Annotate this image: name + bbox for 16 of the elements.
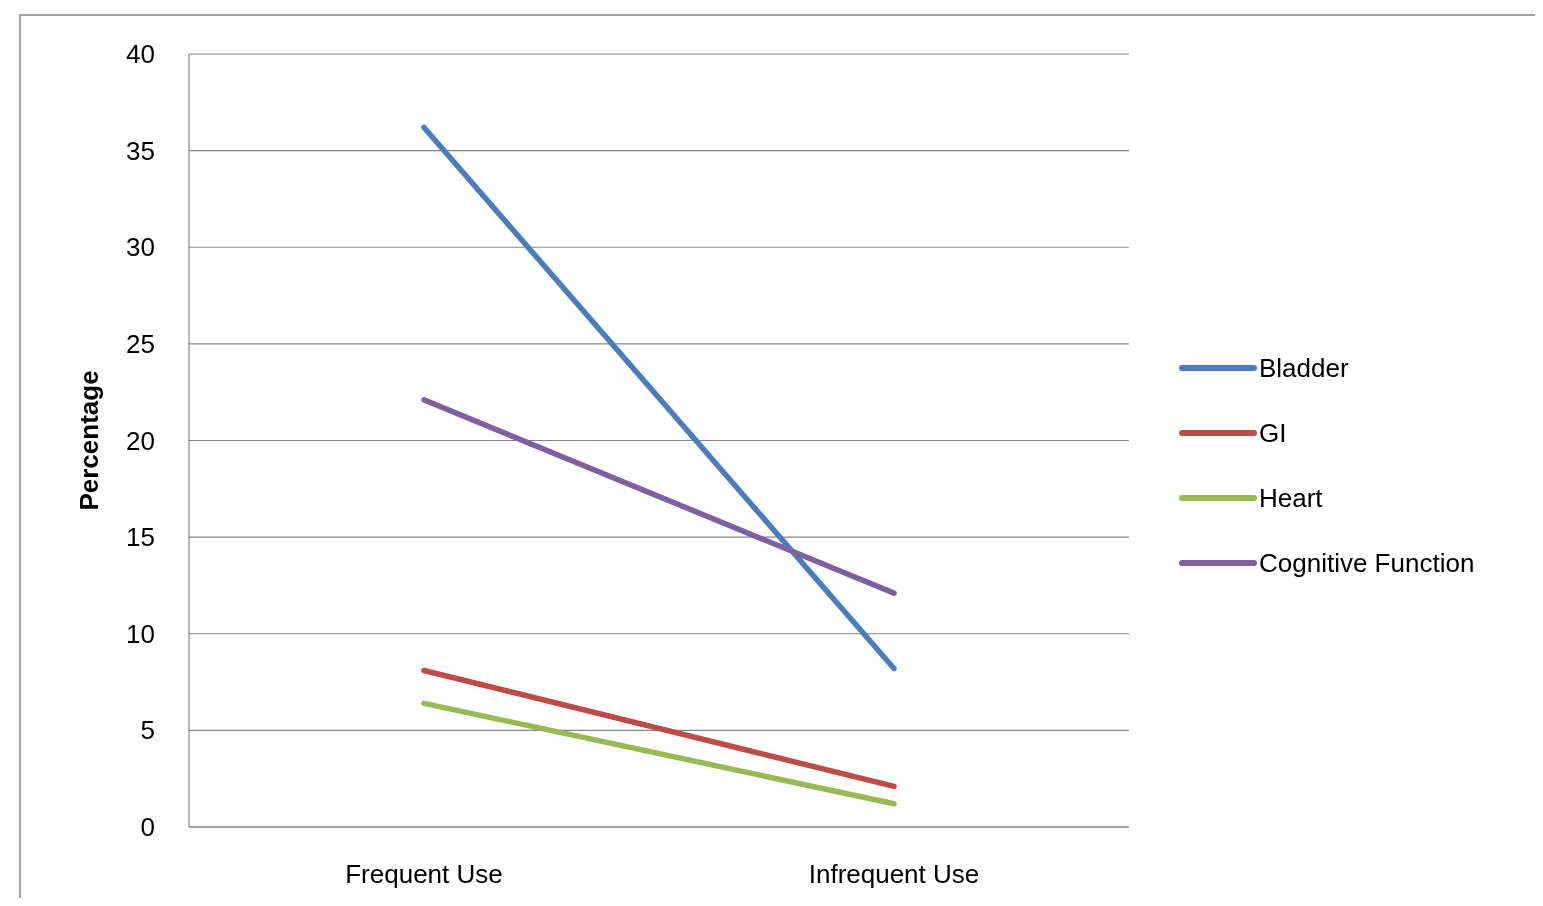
y-tick-label: 40 <box>126 39 155 70</box>
y-tick-label: 30 <box>126 232 155 263</box>
y-tick-label: 15 <box>126 522 155 553</box>
y-tick-label: 5 <box>140 715 155 746</box>
y-tick-label: 0 <box>140 812 155 843</box>
y-axis-title: Percentage <box>74 370 104 511</box>
legend-label: GI <box>1259 418 1287 449</box>
y-tick-label: 25 <box>126 328 155 359</box>
legend-label: Heart <box>1259 483 1324 514</box>
x-tick-label: Frequent Use <box>345 859 503 890</box>
y-tick-label: 20 <box>126 425 155 456</box>
x-tick-label: Infrequent Use <box>808 859 980 890</box>
y-tick-label: 10 <box>126 618 155 649</box>
y-tick-label: 35 <box>126 135 155 166</box>
legend-label: Bladder <box>1259 353 1349 384</box>
legend-label: Cognitive Function <box>1259 548 1475 579</box>
